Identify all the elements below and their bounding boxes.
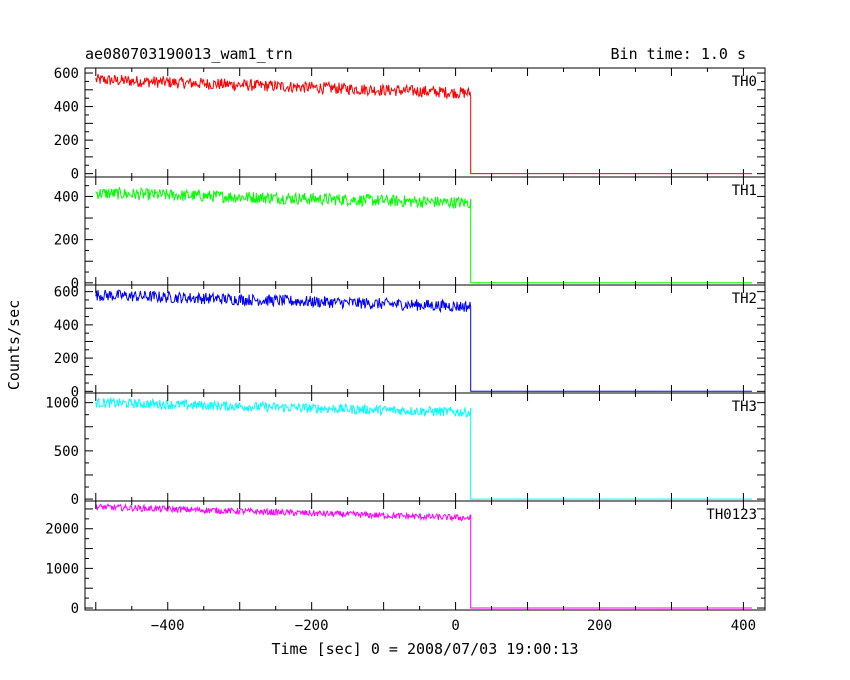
y-tick-label: 0 (71, 384, 79, 400)
x-tick-label: −400 (151, 618, 185, 634)
y-tick-label: 1000 (45, 396, 79, 412)
y-tick-label: 400 (54, 100, 79, 116)
x-axis-label: Time [sec] 0 = 2008/07/03 19:00:13 (271, 640, 579, 658)
y-axis-label: Counts/sec (5, 299, 23, 391)
panel-label-th0: TH0 (732, 74, 757, 90)
x-tick-label: 200 (587, 618, 612, 634)
y-tick-label: 500 (54, 444, 79, 460)
bin-time-label: Bin time: 1.0 s (610, 45, 746, 63)
panel-frame-th0123 (84, 500, 766, 611)
y-tick-label: 0 (71, 492, 79, 508)
series-line-th3 (95, 396, 752, 500)
panel-label-th1: TH1 (732, 183, 757, 199)
panel-label-th3: TH3 (732, 399, 757, 415)
series-line-th0 (95, 73, 752, 175)
x-tick-label: 400 (731, 618, 756, 634)
y-tick-label: 600 (54, 66, 79, 82)
series-line-th1 (95, 186, 752, 284)
y-tick-label: 0 (71, 276, 79, 292)
y-tick-label: 200 (54, 351, 79, 367)
panel-frame-th1 (84, 176, 766, 286)
panel-frame-th0 (84, 67, 766, 178)
y-tick-label: 0 (71, 601, 79, 617)
y-tick-label: 200 (54, 133, 79, 149)
chart-title: ae080703190013_wam1_trn (85, 45, 293, 63)
y-tick-label: 2000 (45, 522, 79, 538)
y-tick-label: 1000 (45, 561, 79, 577)
series-line-th0123 (95, 502, 752, 609)
y-tick-label: 200 (54, 233, 79, 249)
y-tick-label: 600 (54, 285, 79, 301)
y-tick-label: 0 (71, 167, 79, 183)
y-tick-label: 400 (54, 189, 79, 205)
y-tick-label: 400 (54, 318, 79, 334)
panel-label-th2: TH2 (732, 291, 757, 307)
series-line-th2 (95, 289, 752, 392)
x-tick-label: −200 (295, 618, 329, 634)
x-tick-label: 0 (451, 618, 459, 634)
panel-label-th0123: TH0123 (706, 507, 757, 523)
